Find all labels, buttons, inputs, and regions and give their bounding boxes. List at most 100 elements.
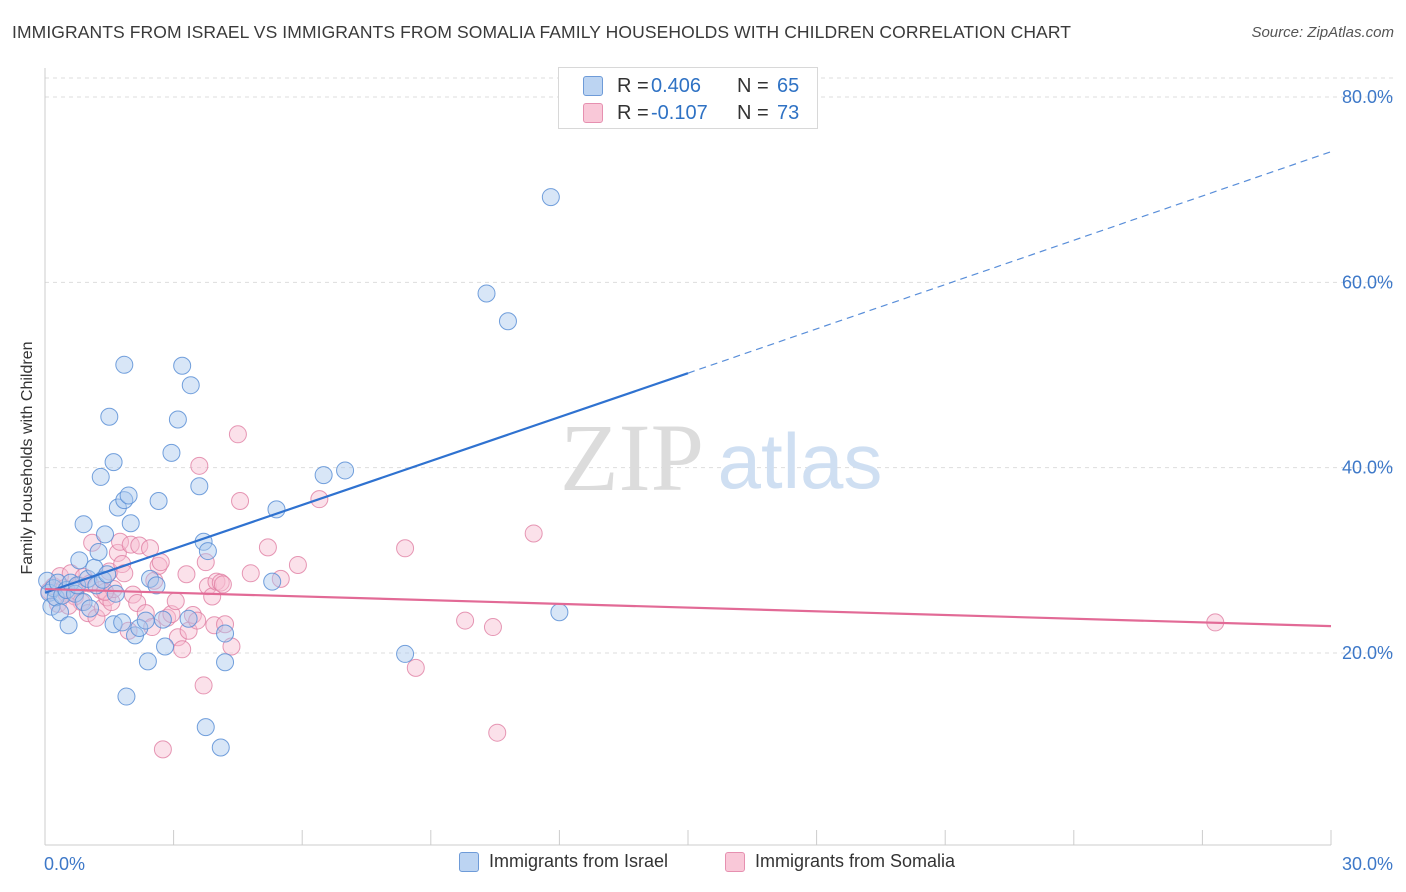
series-legend: Immigrants from Israel Immigrants from S… (0, 851, 1406, 877)
israel-point (173, 356, 192, 375)
israel-point (130, 618, 149, 637)
israel-point (113, 613, 132, 632)
somalia-point (258, 538, 277, 557)
israel-point (96, 525, 115, 544)
israel-point (119, 486, 138, 505)
israel-point (179, 609, 198, 628)
israel-point (550, 603, 569, 622)
x-tick-label: 0.0% (44, 854, 85, 874)
somalia-point (196, 553, 215, 572)
y-tick-label: 20.0% (1342, 643, 1393, 663)
y-tick-label: 60.0% (1342, 272, 1393, 292)
israel-point (168, 410, 187, 429)
israel-point (541, 188, 560, 207)
israel-point (106, 584, 125, 603)
legend-item-israel[interactable]: Immigrants from Israel (459, 851, 668, 872)
somalia-swatch (583, 103, 603, 123)
israel-point (141, 569, 160, 588)
somalia-point (524, 524, 543, 543)
somalia-point (483, 618, 502, 637)
israel-legend-swatch (459, 851, 479, 872)
israel-point (198, 542, 217, 561)
r-label: R = (617, 101, 649, 124)
watermark: ZIP atlas (560, 404, 882, 511)
israel-point (153, 610, 172, 629)
watermark-zip: ZIP (560, 404, 704, 511)
somalia-point (83, 533, 102, 552)
israel-point (59, 616, 78, 635)
somalia-point (406, 658, 425, 677)
legend-row-israel: R = 0.406 N = 65 (583, 73, 799, 99)
n-label: N = (737, 74, 769, 97)
somalia-point (488, 723, 507, 742)
israel-point (498, 312, 517, 331)
somalia-point (241, 564, 260, 583)
israel-point (211, 738, 230, 757)
x-tick-label: 30.0% (1342, 854, 1393, 874)
legend-label-somalia: Immigrants from Somalia (755, 851, 956, 871)
somalia-point (143, 618, 162, 637)
israel-point (70, 551, 89, 570)
r-label: R = (617, 74, 649, 97)
israel-point (190, 477, 209, 496)
israel-point (396, 644, 415, 663)
israel-point (136, 611, 155, 630)
legend-row-somalia: R = -0.107 N = 73 (583, 100, 799, 126)
israel-swatch (583, 76, 603, 96)
axes (44, 68, 1332, 846)
trend-lines (44, 151, 1332, 628)
n-label: N = (737, 101, 769, 124)
israel-point (267, 500, 286, 519)
legend-item-somalia[interactable]: Immigrants from Somalia (725, 851, 955, 872)
chart-title: IMMIGRANTS FROM ISRAEL VS IMMIGRANTS FRO… (12, 22, 1072, 42)
somalia-point (87, 608, 106, 627)
somalia-trend-line (44, 587, 1332, 628)
somalia-point (130, 536, 149, 555)
israel-point (121, 514, 140, 533)
somalia-point (194, 676, 213, 695)
n-value-somalia: 73 (777, 101, 800, 124)
israel-point (263, 572, 282, 591)
israel-trend-extension (687, 151, 1332, 374)
israel-trend-line (44, 372, 689, 594)
legend-label-israel: Immigrants from Israel (489, 851, 669, 871)
somalia-point (231, 492, 250, 511)
series-israel-points (38, 188, 569, 757)
somalia-point (93, 598, 112, 617)
israel-point (89, 542, 108, 561)
israel-point (91, 467, 110, 486)
israel-point (216, 624, 235, 643)
somalia-point (173, 640, 192, 659)
somalia-point (190, 456, 209, 475)
israel-point (216, 653, 235, 672)
israel-point (336, 461, 355, 480)
source-credit: Source: ZipAtlas.com (1251, 24, 1394, 41)
israel-point (477, 284, 496, 303)
r-value-israel: 0.406 (651, 74, 702, 97)
somalia-point (213, 575, 232, 594)
tick-labels: 20.0% 40.0% 60.0% 80.0% 0.0% 30.0% (44, 87, 1393, 874)
r-value-somalia: -0.107 (651, 101, 708, 124)
israel-point (74, 515, 93, 534)
somalia-point (203, 587, 222, 606)
somalia-point (216, 615, 235, 634)
israel-point (156, 637, 175, 656)
watermark-atlas: atlas (718, 417, 883, 505)
israel-point (100, 407, 119, 426)
somalia-point (396, 539, 415, 558)
israel-point (149, 492, 168, 511)
israel-point (108, 498, 127, 517)
y-tick-label: 40.0% (1342, 458, 1393, 478)
israel-point (162, 443, 181, 462)
y-tick-label: 80.0% (1342, 87, 1393, 107)
somalia-point (168, 628, 187, 647)
somalia-point (288, 555, 307, 574)
somalia-point (153, 740, 172, 759)
israel-point (196, 718, 215, 737)
israel-point (181, 376, 200, 395)
israel-point (147, 576, 166, 595)
somalia-point (177, 565, 196, 584)
israel-point (138, 652, 157, 671)
somalia-point (108, 543, 127, 562)
